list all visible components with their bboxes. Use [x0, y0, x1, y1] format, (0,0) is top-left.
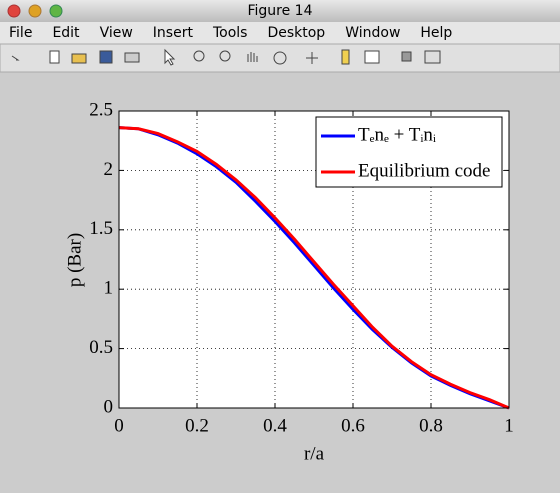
menu-item[interactable]: Desktop [267, 25, 325, 41]
toolbar-icons [11, 48, 441, 66]
menu-item[interactable]: Edit [52, 25, 80, 41]
axes-box [118, 110, 510, 409]
toolbar [0, 43, 560, 73]
x-tick-label: 0.4 [263, 415, 287, 436]
legend-label: Tₑnₑ + Tᵢnᵢ [358, 124, 436, 145]
close-button[interactable] [7, 4, 21, 18]
menu-item[interactable]: Window [345, 25, 400, 41]
tool-zoom-in[interactable] [193, 50, 205, 62]
tool-open[interactable] [71, 53, 87, 64]
tool-show[interactable] [424, 50, 441, 64]
menu-item[interactable]: File [9, 25, 32, 41]
title-bar [0, 0, 560, 22]
legend-box [315, 116, 503, 188]
legend-label: Equilibrium code [358, 160, 490, 181]
tool-arrow[interactable] [11, 55, 20, 61]
x-tick-label: 0.8 [419, 415, 443, 436]
tool-colorbar[interactable] [341, 49, 350, 65]
tool-select[interactable] [164, 48, 176, 66]
y-tick-label: 1.5 [89, 218, 113, 239]
y-axis-label: p (Bar) [64, 233, 85, 287]
x-axis-label: r/a [304, 443, 325, 464]
x-tick-label: 1 [504, 415, 514, 436]
tool-new[interactable] [49, 50, 60, 64]
tool-rotate[interactable] [273, 51, 287, 65]
tool-print[interactable] [124, 52, 140, 63]
y-tick-label: 2 [104, 159, 114, 180]
menu-item[interactable]: View [100, 25, 133, 41]
x-tick-label: 0.2 [185, 415, 209, 436]
y-tick-label: 0.5 [89, 337, 113, 358]
menu-item[interactable]: Insert [153, 25, 194, 41]
tool-save[interactable] [99, 50, 113, 64]
y-tick-label: 2.5 [89, 99, 113, 120]
zoom-button[interactable] [49, 4, 63, 18]
tool-hide[interactable] [401, 51, 412, 62]
y-tick-label: 0 [104, 396, 114, 417]
window-title: Figure 14 [247, 3, 312, 19]
tool-legend[interactable] [364, 50, 380, 64]
x-tick-label: 0.6 [341, 415, 365, 436]
minimize-button[interactable] [28, 4, 42, 18]
tool-zoom-out[interactable] [219, 50, 231, 62]
tool-pan[interactable] [247, 52, 258, 62]
x-tick-label: 0 [114, 415, 124, 436]
data-line [118, 126, 510, 410]
legend: Tₑnₑ + Tᵢnᵢ Equilibrium code [315, 116, 503, 188]
menu-bar [0, 22, 560, 44]
y-tick-label: 1 [104, 278, 114, 299]
tool-datacursor[interactable] [306, 52, 318, 64]
menu-item[interactable]: Tools [212, 25, 248, 41]
menu-item[interactable]: Help [420, 25, 452, 41]
